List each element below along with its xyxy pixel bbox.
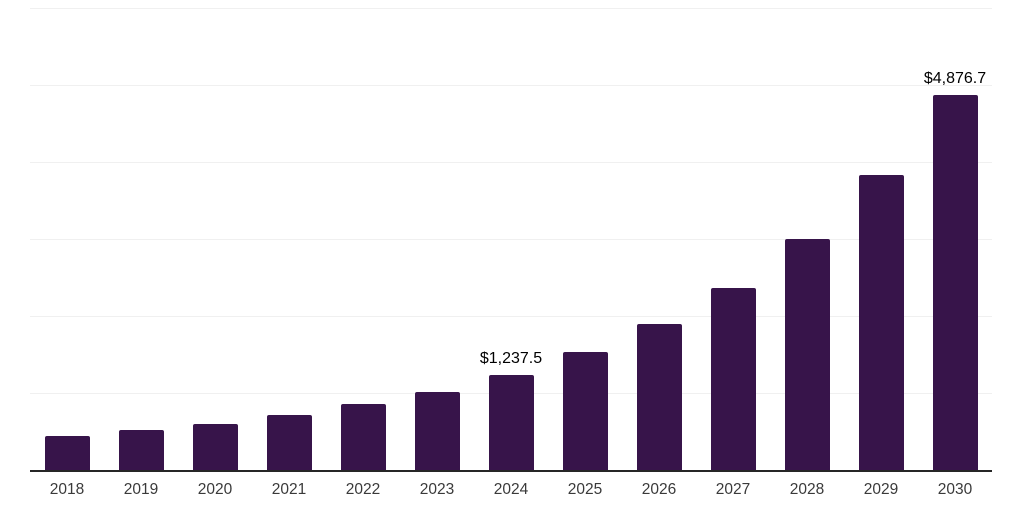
bar-2020 [192,423,238,470]
x-tick-2025: 2025 [567,481,603,498]
bar-chart: $1,237.5 $4,876.7 2018 2019 2020 2021 2022 202… [30,8,992,499]
x-tick-2021: 2021 [271,481,307,498]
x-tick-2026: 2026 [641,481,677,498]
bar-2027 [710,287,756,470]
bar-slot-2018 [30,8,104,470]
x-tick-2029: 2029 [863,481,899,498]
x-axis: 2018 2019 2020 2021 2022 2023 2024 2025 2026 2027… [30,481,992,499]
bar-slot-2020 [178,8,252,470]
x-tick-2018: 2018 [49,481,85,498]
bar-2030 [932,94,978,470]
x-tick-2028: 2028 [789,481,825,498]
bar-2029 [858,175,904,470]
bar-slot-2029 [844,8,918,470]
gridline-3000 [30,239,992,240]
x-tick-2020: 2020 [197,481,233,498]
bar-slot-2021 [252,8,326,470]
x-tick-2024: 2024 [493,481,529,498]
bar-2023 [414,391,460,470]
bar-slot-2027 [696,8,770,470]
gridline-4000 [30,162,992,164]
gridline-5000 [30,85,992,86]
bar-slot-2023 [400,8,474,470]
bar-2028 [784,239,830,470]
bar-2019 [118,430,164,470]
value-label-2030: $4,876.7 [923,69,987,87]
x-tick-2030: 2030 [937,481,973,498]
bar-slot-2019 [104,8,178,470]
x-tick-2022: 2022 [345,481,381,498]
bar-slot-2030: $4,876.7 [918,8,992,470]
bar-slot-2022 [326,8,400,470]
x-tick-2023: 2023 [419,481,455,498]
gridline-6000 [30,8,992,9]
bar-slot-2026 [622,8,696,470]
x-tick-2027: 2027 [715,481,751,498]
x-tick-2019: 2019 [123,481,159,498]
bar-slot-2025 [548,8,622,470]
bar-2024 [488,374,534,470]
bar-2025 [562,351,608,470]
plot-area: $1,237.5 $4,876.7 [30,8,992,472]
bar-2026 [636,324,682,470]
bar-2021 [266,414,312,470]
bar-slot-2028 [770,8,844,470]
gridline-2000 [30,316,992,318]
value-label-2024: $1,237.5 [479,349,543,367]
bar-2022 [340,403,386,470]
bar-slot-2024: $1,237.5 [474,8,548,470]
bar-2018 [44,436,90,470]
